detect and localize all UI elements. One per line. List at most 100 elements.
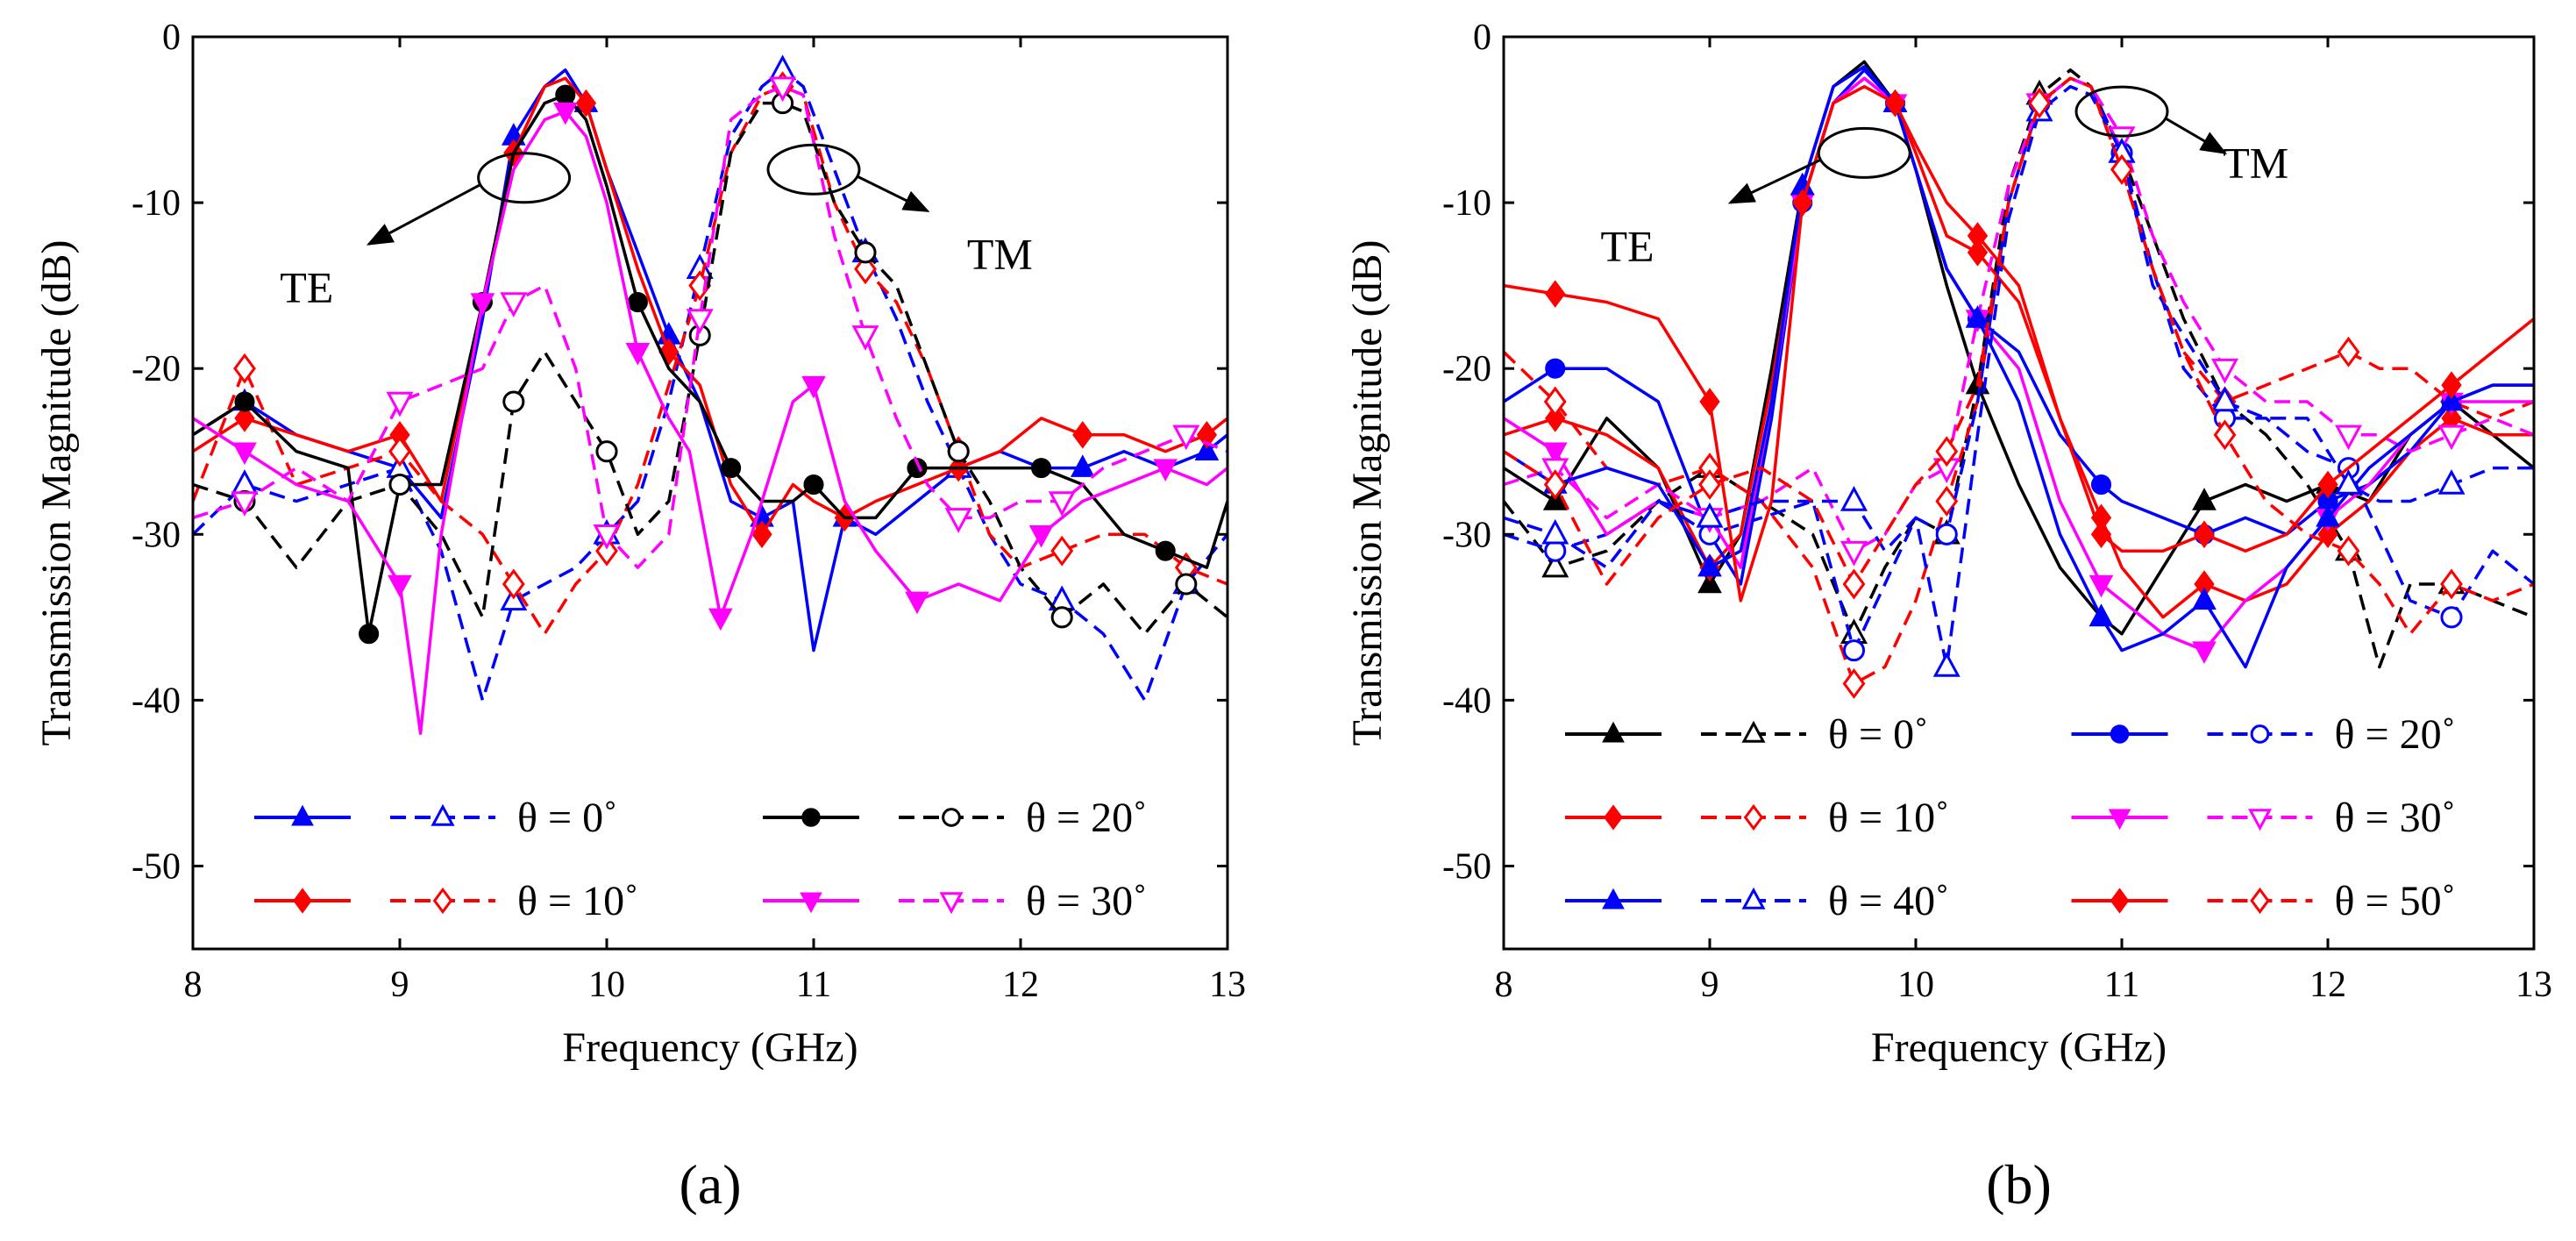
legend-label: θ = 20˚ (1026, 795, 1147, 841)
series-line-b-11 (1504, 76, 2534, 636)
data-point-b-1-1 (1541, 552, 1569, 578)
data-point-b-5-10 (1935, 523, 1958, 546)
y-axis-title: Transmission Magnitude (dB) (1344, 240, 1391, 746)
data-point-a-5-28 (1175, 573, 1198, 596)
data-point-a-6-19 (801, 375, 826, 399)
data-point-b-11-19 (2213, 419, 2237, 451)
data-point-b-11-16 (2110, 153, 2133, 185)
x-tick-label: 13 (1209, 965, 1246, 1005)
legend-label: θ = 30˚ (1026, 878, 1147, 924)
data-point-b-3-22 (2337, 336, 2360, 367)
data-point-b-10-19 (2194, 520, 2215, 549)
data-point-a-4-25 (1031, 458, 1052, 479)
data-point-a-2-28 (1196, 421, 1218, 449)
chart-panel-b: 8 9 10 11 12 13 0 -10 -20 -30 -40 -50 Frequency (GHz… (1344, 18, 2552, 1216)
x-tick-label: 9 (391, 965, 409, 1005)
legend-label: θ = 30˚ (2335, 795, 2456, 841)
legend-marker-solid (1604, 804, 1623, 831)
y-tick-label: -20 (1442, 349, 1491, 389)
data-point-b-8-19 (2192, 587, 2217, 610)
data-point-b-9-4 (1696, 502, 1724, 528)
legend: θ = 0˚ θ = 20˚ θ = 10˚ θ = 30˚ θ = 40˚ θ = 50… (1565, 711, 2456, 924)
x-tick-label: 8 (184, 965, 203, 1005)
data-point-b-9-22 (2334, 469, 2363, 495)
data-point-b-8-22 (2316, 504, 2340, 527)
annotation-ellipse-te (1817, 126, 1911, 179)
series-line-b-10 (1504, 84, 2534, 603)
data-point-a-6-22 (905, 591, 929, 615)
data-point-a-3-25 (1050, 535, 1074, 567)
y-tick-label: -30 (1442, 515, 1491, 555)
legend-marker-dashed (2250, 887, 2270, 915)
legend-label: θ = 0˚ (517, 795, 617, 841)
data-point-b-0-19 (2192, 488, 2217, 510)
legend-marker-dashed (1743, 803, 1764, 831)
chart-panel-a: 8 9 10 11 12 13 0 -10 -20 -30 -40 -50 Frequency (GHz… (33, 18, 1246, 1216)
data-point-a-7-28 (1172, 424, 1200, 451)
series-line-b-7 (1504, 76, 2534, 553)
x-tick-label: 12 (2309, 965, 2346, 1005)
data-point-a-6-28 (1153, 459, 1178, 481)
data-point-a-6-13 (625, 343, 651, 366)
annotation-label-tm: TM (2223, 139, 2288, 188)
legend-marker-dashed (2250, 724, 2270, 744)
legend-marker-solid (801, 808, 821, 827)
legend-marker-solid (1602, 721, 1625, 743)
data-point-b-3-1 (1543, 386, 1567, 417)
data-point-b-4-16 (2090, 474, 2112, 496)
data-point-b-9-1 (1541, 518, 1569, 545)
data-point-b-6-19 (2192, 641, 2217, 664)
series-line-a-3 (193, 84, 1228, 636)
legend-label: θ = 50˚ (2335, 878, 2456, 924)
data-point-b-11-22 (2337, 535, 2360, 567)
data-point-a-7-13 (686, 309, 714, 334)
legend-label: θ = 10˚ (517, 878, 638, 924)
x-axis-title: Frequency (GHz) (1871, 1024, 2167, 1071)
data-point-a-4-13 (627, 291, 648, 313)
data-point-b-8-16 (2089, 603, 2114, 627)
legend-marker-dashed (939, 892, 964, 915)
data-point-a-7-10 (593, 524, 621, 550)
legend-entry: θ = 10˚ (1565, 795, 1949, 841)
series-line-b-0 (1504, 60, 2534, 636)
data-point-b-5-7 (1842, 639, 1866, 662)
data-point-b-9-19 (2210, 386, 2239, 412)
data-point-a-7-25 (1048, 491, 1076, 517)
legend-entry: θ = 30˚ (763, 878, 1147, 924)
data-point-a-5-25 (1050, 606, 1073, 629)
legend-entry: θ = 20˚ (2071, 711, 2456, 758)
legend-entry: θ = 50˚ (2071, 878, 2456, 924)
data-point-b-10-1 (1545, 280, 1566, 308)
legend: θ = 0˚ θ = 20˚ θ = 10˚ θ = 30˚ (254, 795, 1147, 924)
x-tick-label: 13 (2516, 965, 2552, 1005)
series-line-a-4 (193, 93, 1228, 636)
data-point-b-8-25 (2439, 388, 2464, 411)
data-point-a-4-28 (1155, 540, 1176, 561)
annotation-ellipse-tm (766, 143, 861, 196)
data-point-b-10-10 (1884, 89, 1906, 118)
data-point-a-6-4 (388, 574, 412, 598)
data-point-b-9-7 (1839, 486, 1868, 511)
legend-entry: θ = 0˚ (254, 795, 617, 841)
series-line-b-4 (1504, 68, 2534, 586)
data-point-a-3-4 (388, 436, 411, 467)
data-point-a-0-28 (1194, 438, 1220, 460)
data-point-b-11-10 (1935, 436, 1959, 467)
y-tick-label: -30 (132, 515, 181, 555)
x-tick-label: 11 (2104, 965, 2139, 1005)
legend-label: θ = 40˚ (1828, 878, 1949, 924)
data-point-b-2-1 (1545, 404, 1566, 432)
data-point-b-7-7 (1839, 540, 1868, 567)
data-point-b-10-4 (1699, 388, 1720, 416)
plot-frame (1502, 35, 2536, 951)
y-tick-label: -50 (1442, 846, 1491, 887)
data-point-b-3-7 (1842, 667, 1866, 699)
data-point-a-3-7 (502, 568, 525, 600)
data-point-a-0-25 (1070, 454, 1095, 477)
data-point-b-11-4 (1698, 469, 1721, 501)
legend-marker-solid (1602, 888, 1625, 909)
data-point-b-7-19 (2210, 358, 2239, 384)
y-tick-label: 0 (162, 18, 181, 58)
data-point-a-2-16 (751, 520, 772, 549)
